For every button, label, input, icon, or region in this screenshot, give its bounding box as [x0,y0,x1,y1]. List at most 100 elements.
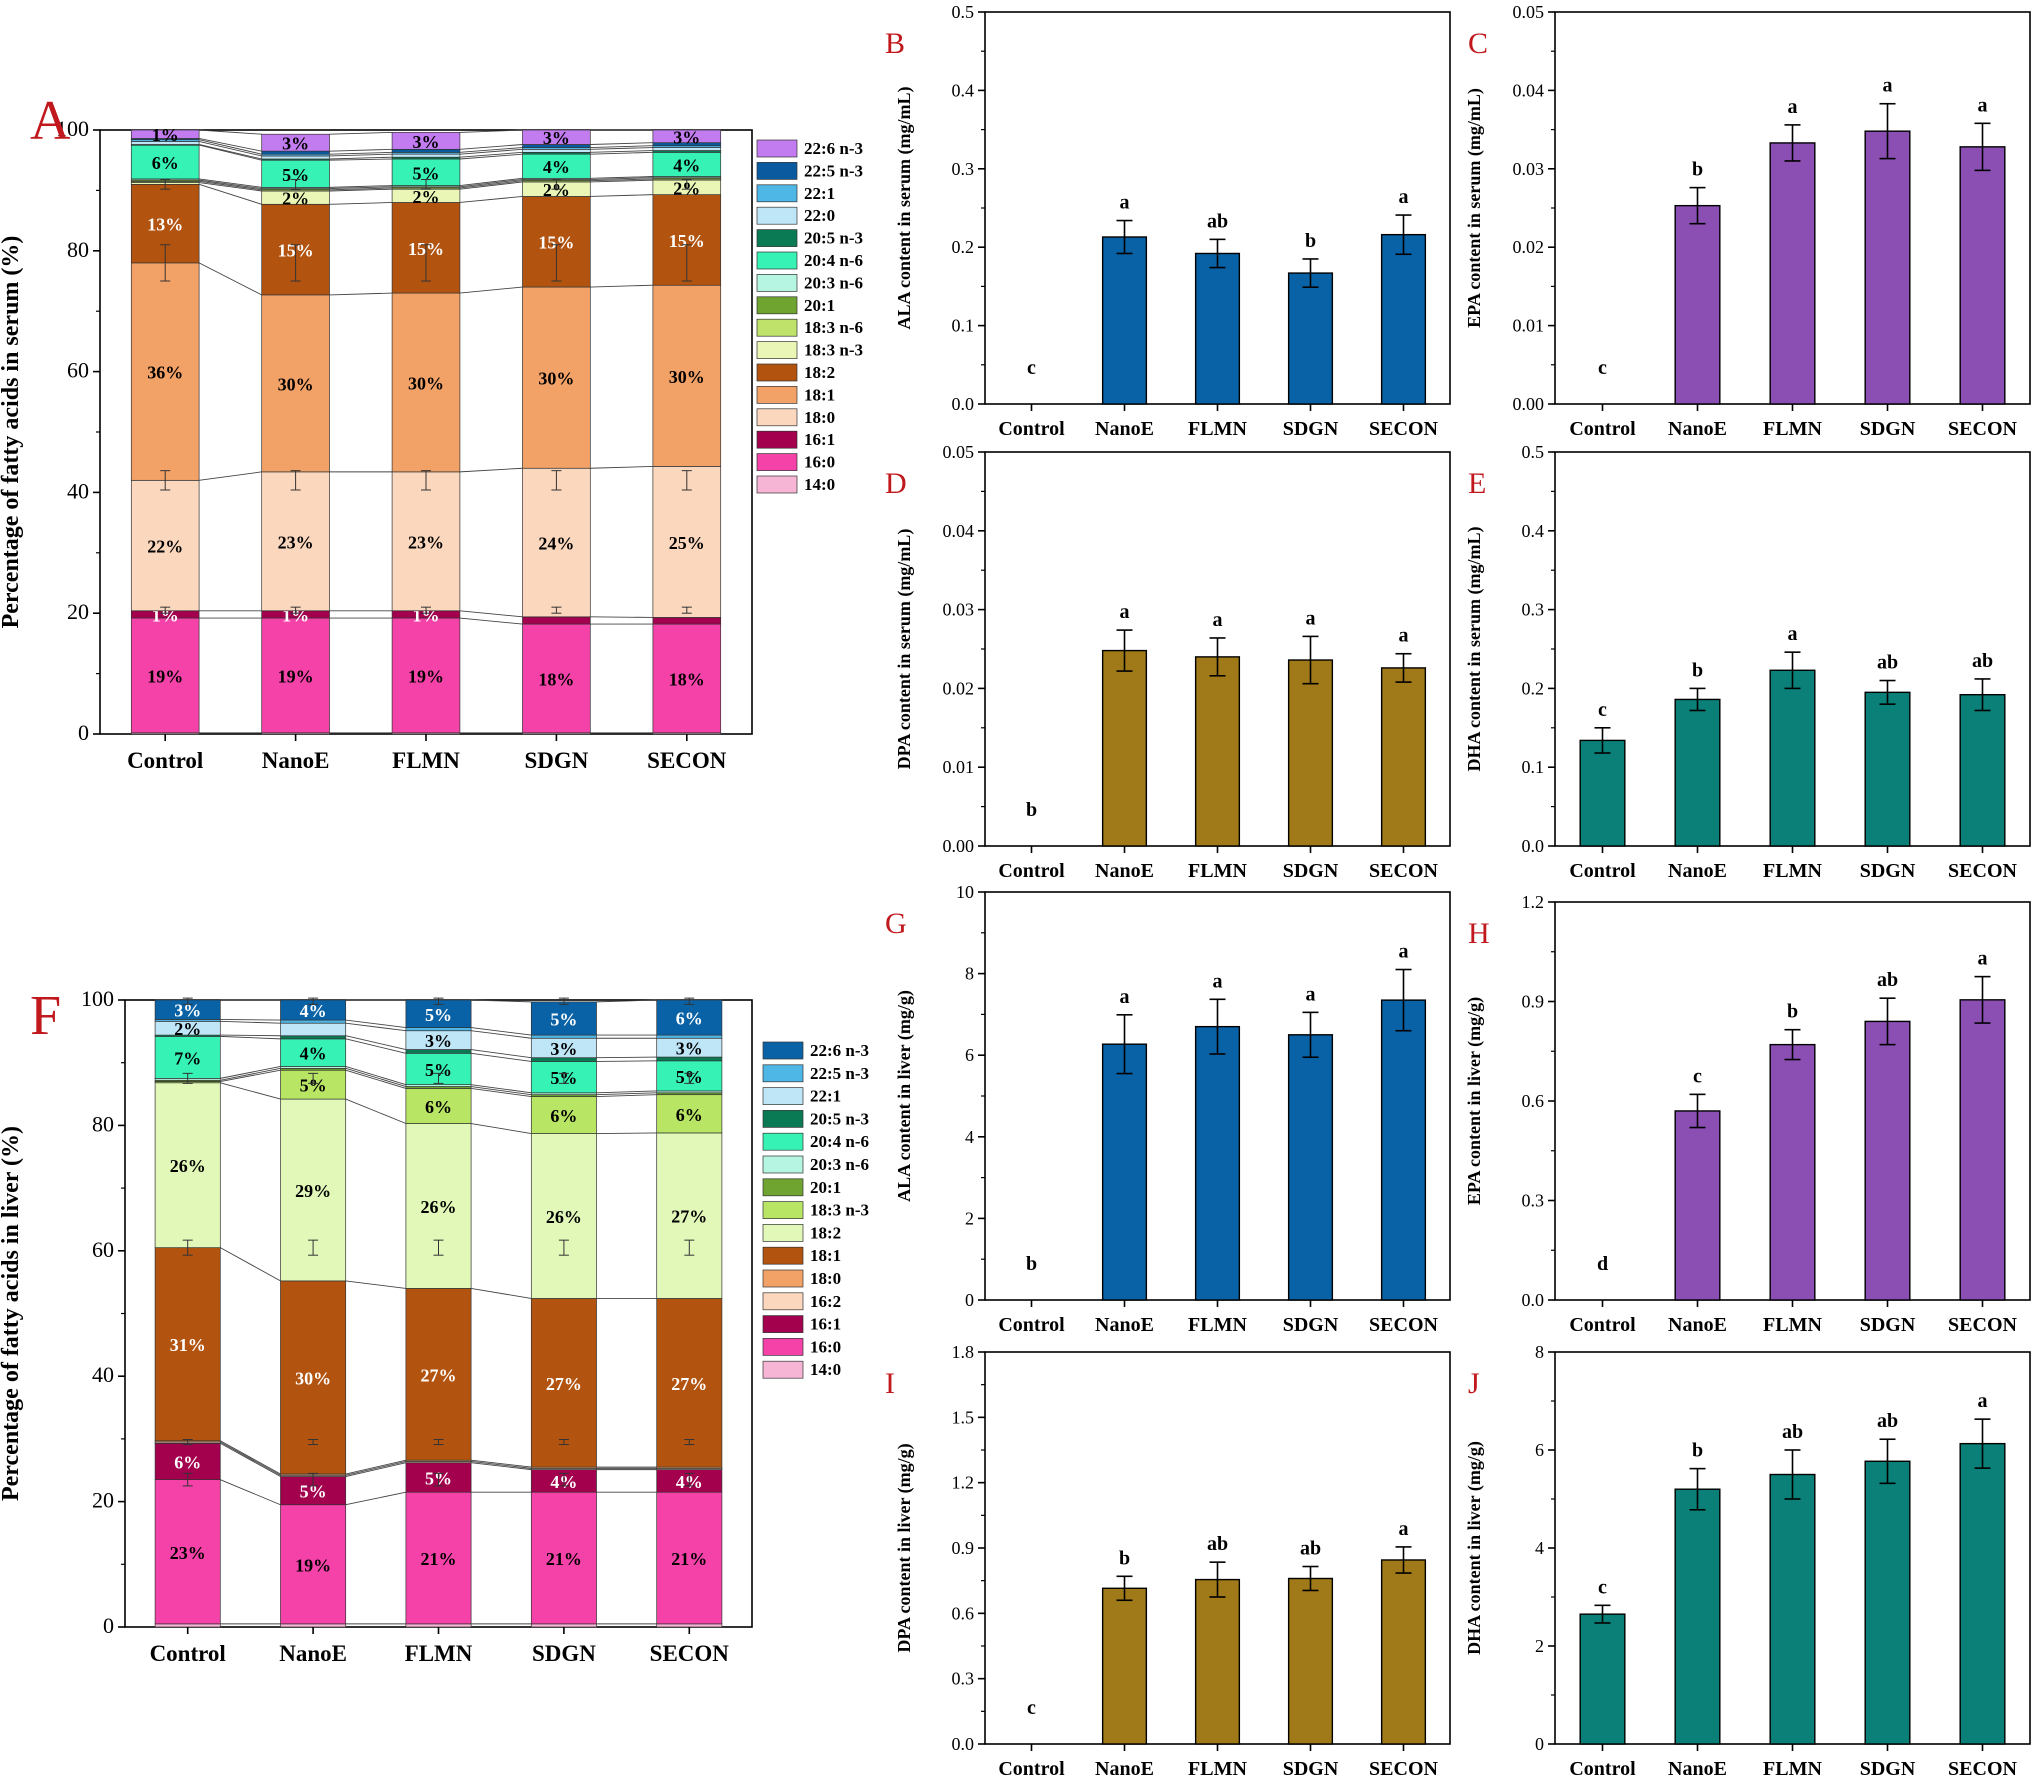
segment-label: 3% [413,132,440,152]
bar-sdgn [1287,1034,1334,1301]
stack-segment-16-1-secon [652,617,722,625]
segment-label: 19% [295,1555,331,1575]
legend-swatch [756,475,798,494]
segment-label: 15% [538,233,574,253]
panel-letter: C [1468,27,1488,60]
significance-label-flmn: a [1213,609,1223,631]
stack-segment-18-3-n-3-flmn [405,1088,472,1124]
significance-label-flmn: ab [1207,210,1228,232]
y-axis-title: Percentage of fatty acids in liver (%) [0,1126,24,1501]
connector-line [345,1491,406,1506]
x-tick-label-control: Control [1569,860,1636,882]
legend-item-16-0: 16:0 [756,453,835,472]
x-tick-label-secon: SECON [647,748,727,773]
connector-line [345,1067,407,1087]
segment-label: 2% [282,189,309,209]
x-tick-label-sdgn: SDGN [1860,1314,1916,1336]
connector-line [596,1056,657,1059]
x-tick-label-control: Control [998,1758,1065,1780]
stack-segment-22-6-n-3-flmn [391,132,461,150]
stack-segment-16-0-control [130,617,200,734]
significance-label-sdgn: a [1883,75,1893,97]
segment-label: 3% [676,1039,703,1059]
connector-line [590,176,653,179]
legend-item-20-1: 20:1 [756,296,835,315]
bar-secon [1380,667,1427,847]
x-tick-label-control: Control [1569,418,1636,440]
segment-label: 29% [295,1181,331,1201]
y-tick-label: 0.01 [1513,316,1545,336]
y-tick-label: 0 [965,1290,974,1310]
stack-segment-18-0-flmn [391,471,461,612]
x-tick-label-secon: SECON [1948,1314,2017,1336]
y-tick-label: 0 [1535,1734,1544,1754]
y-tick-label: 10 [956,882,974,902]
legend-swatch [762,1087,804,1105]
stack-segment-22-0-secon [652,147,722,151]
connector-line [590,145,653,148]
x-tick-label-nanoe: NanoE [1668,418,1727,440]
stack-segment-22-6-n-3-nanoe [261,133,330,152]
connector-line [198,144,262,161]
x-tick-label-flmn: FLMN [405,1641,473,1666]
y-tick-label: 100 [56,116,89,141]
connector-line [590,179,653,183]
connector-line [329,153,393,157]
stack-segment-22-5-n-3-flmn [405,1027,472,1032]
stack-segment-14-0-secon [656,1623,723,1628]
segment-label: 5% [300,1076,327,1096]
bar-control [1579,739,1626,847]
y-axis-title: EPA content in liver (mg/g) [1464,997,1485,1205]
segment-label: 6% [152,153,179,173]
stack-segment-22-0-nanoe [261,155,330,160]
stack-segment-14-0-flmn [405,1623,472,1628]
connector-line [199,180,262,191]
legend-swatch [762,1132,804,1151]
bar-sdgn [1287,272,1334,405]
segment-label: 7% [174,1048,201,1068]
connector-line [459,180,523,189]
segment-label: 19% [408,666,444,686]
bar-flmn [1769,142,1816,405]
y-tick-label: 80 [92,1111,114,1136]
segment-label: 24% [538,534,574,554]
legend-item-18-0: 18:0 [762,1269,841,1288]
legend-item-18-3-n-6: 18:3 n-6 [756,318,863,337]
legend-label: 22:5 n-3 [804,161,863,180]
legend-label: 18:1 [804,385,835,404]
legend-item-14-0: 14:0 [762,1360,841,1379]
segment-label: 6% [676,1009,703,1029]
y-tick-label: 6 [1535,1440,1544,1460]
x-tick-label-control: Control [150,1641,226,1666]
stack-segment-16-0-sdgn [522,623,591,734]
x-tick-label-flmn: FLMN [1763,1314,1822,1336]
x-tick-label-nanoe: NanoE [1668,1758,1727,1780]
segment-label: 2% [413,187,440,207]
segment-label: 6% [174,1452,201,1472]
connector-line [459,617,523,625]
segment-label: 30% [538,369,574,389]
legend-label: 20:4 n-6 [810,1132,869,1151]
y-tick-label: 8 [965,964,974,984]
connector-line [220,1034,281,1037]
bar-nanoe [1101,1587,1148,1745]
y-tick-label: 0 [78,720,89,745]
y-tick-label: 0.3 [1522,600,1545,620]
connector-line [471,1462,532,1471]
connector-line [220,1441,281,1476]
significance-label-sdgn: ab [1877,652,1898,674]
connector-line [459,179,523,188]
segment-label: 26% [170,1156,206,1176]
y-tick-label: 20 [92,1488,114,1513]
stack-segment-20-5-n-3-nanoe [280,1035,347,1040]
legend-label: 16:1 [810,1315,841,1334]
connector-line [345,1069,407,1089]
stack-segment-16-0-flmn [405,1491,472,1625]
x-tick-label-control: Control [998,1314,1065,1336]
connector-line [471,1027,532,1036]
x-tick-label-secon: SECON [1948,1758,2017,1780]
significance-label-secon: a [1978,94,1988,116]
connector-line [590,147,653,150]
panel-letter: F [30,985,61,1047]
legend-label: 18:0 [804,408,835,427]
